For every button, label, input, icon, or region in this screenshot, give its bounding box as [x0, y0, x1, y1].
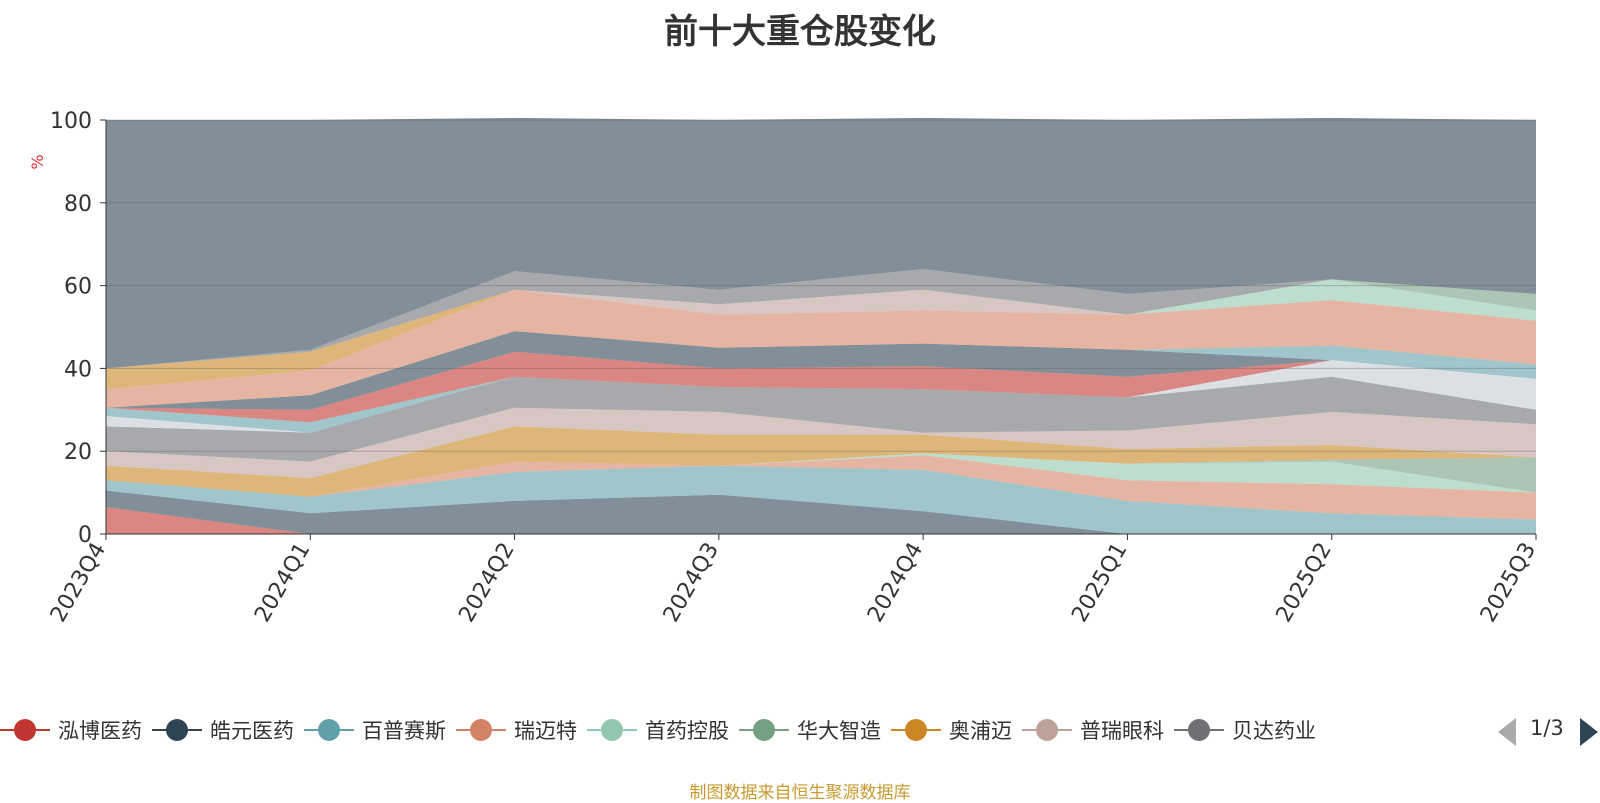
legend-label: 华大智造 [797, 719, 881, 743]
x-tick-label: 2023Q4 [46, 539, 111, 627]
legend-page-indicator: 1/3 [1530, 716, 1564, 740]
legend-marker-icon [891, 718, 941, 742]
area-series-1 [106, 507, 1536, 534]
area-series-11 [106, 360, 1536, 433]
legend-label: 首药控股 [645, 719, 729, 743]
y-tick-label: 40 [64, 357, 92, 382]
legend-item[interactable]: 百普赛斯 [304, 712, 446, 748]
x-tick-label: 2025Q3 [1476, 539, 1541, 627]
y-tick-label: 100 [50, 109, 92, 134]
area-series-15 [106, 289, 1536, 408]
legend-items: 泓博医药 皓元医药 百普赛斯 瑞迈特 首药控股 华大智造 奥浦迈 普瑞眼科 贝达药业 [0, 712, 1482, 748]
legend-marker-icon [1174, 718, 1224, 742]
legend-label: 普瑞眼科 [1080, 719, 1164, 743]
area-series-7 [106, 426, 1536, 497]
area-series-19 [106, 279, 1536, 369]
legend-label: 皓元医药 [210, 719, 294, 743]
area-series-2 [106, 490, 1536, 534]
x-tick-label: 2024Q1 [250, 539, 315, 627]
legend-marker-icon [0, 718, 50, 742]
legend-label: 奥浦迈 [949, 719, 1012, 743]
legend-item[interactable]: 皓元医药 [152, 712, 294, 748]
legend-marker-icon [152, 718, 202, 742]
legend-item[interactable]: 贝达药业 [1174, 712, 1316, 748]
y-tick-label: 60 [64, 275, 92, 300]
legend-item[interactable]: 华大智造 [739, 712, 881, 748]
legend-item[interactable]: 奥浦迈 [891, 712, 1012, 748]
legend-item[interactable]: 瑞迈特 [456, 712, 577, 748]
legend-marker-icon [456, 718, 506, 742]
area-series-21 [106, 117, 1536, 369]
area-series-12 [106, 351, 1536, 423]
area-series-3 [106, 465, 1536, 534]
legend-marker-icon [1022, 718, 1072, 742]
legend-label: 贝达药业 [1232, 719, 1316, 743]
prev-page-icon[interactable] [1498, 718, 1516, 746]
areas-layer [106, 117, 1536, 534]
x-tick-label: 2025Q2 [1272, 539, 1337, 627]
y-tick-label: 0 [78, 523, 92, 548]
area-chart: 0 20 40 60 80 100 2023Q4 2024Q1 2024Q2 2024Q3 2024… [28, 109, 1541, 627]
area-series-20 [106, 269, 1536, 369]
source-note: 制图数据来自恒生聚源数据库 [689, 783, 911, 803]
area-series-5 [106, 453, 1536, 497]
area-series-13 [106, 331, 1536, 410]
legend-item[interactable]: 首药控股 [587, 712, 729, 748]
x-tick-label: 2024Q2 [454, 539, 519, 627]
area-series-14 [106, 331, 1536, 408]
legend-item[interactable]: 普瑞眼科 [1022, 712, 1164, 748]
x-tick-label: 2025Q1 [1067, 539, 1132, 627]
x-tick-label: 2024Q4 [863, 539, 928, 627]
area-series-16 [106, 279, 1536, 390]
next-page-icon[interactable] [1580, 718, 1598, 746]
legend-label: 瑞迈特 [514, 719, 577, 743]
legend-marker-icon [304, 718, 354, 742]
area-series-10 [106, 360, 1536, 433]
grid-layer [106, 119, 1536, 452]
legend-pager: 1/3 [1498, 716, 1600, 746]
legend-marker-icon [739, 718, 789, 742]
legend-label: 泓博医药 [58, 719, 142, 743]
y-axis-label: % [28, 154, 47, 169]
chart-title: 前十大重仓股变化 [664, 12, 936, 52]
y-tick-label: 20 [64, 440, 92, 465]
legend-marker-icon [587, 718, 637, 742]
area-series-18 [106, 279, 1536, 390]
x-tick-label: 2024Q3 [659, 539, 724, 627]
legend-label: 百普赛斯 [362, 719, 446, 743]
legend-item[interactable]: 泓博医药 [0, 712, 142, 748]
area-series-4 [106, 455, 1536, 520]
y-tick-label: 80 [64, 192, 92, 217]
area-series-8 [106, 407, 1536, 479]
area-series-9 [106, 376, 1536, 462]
legend: 泓博医药 皓元医药 百普赛斯 瑞迈特 首药控股 华大智造 奥浦迈 普瑞眼科 贝达药业 1/3 [0, 712, 1600, 748]
